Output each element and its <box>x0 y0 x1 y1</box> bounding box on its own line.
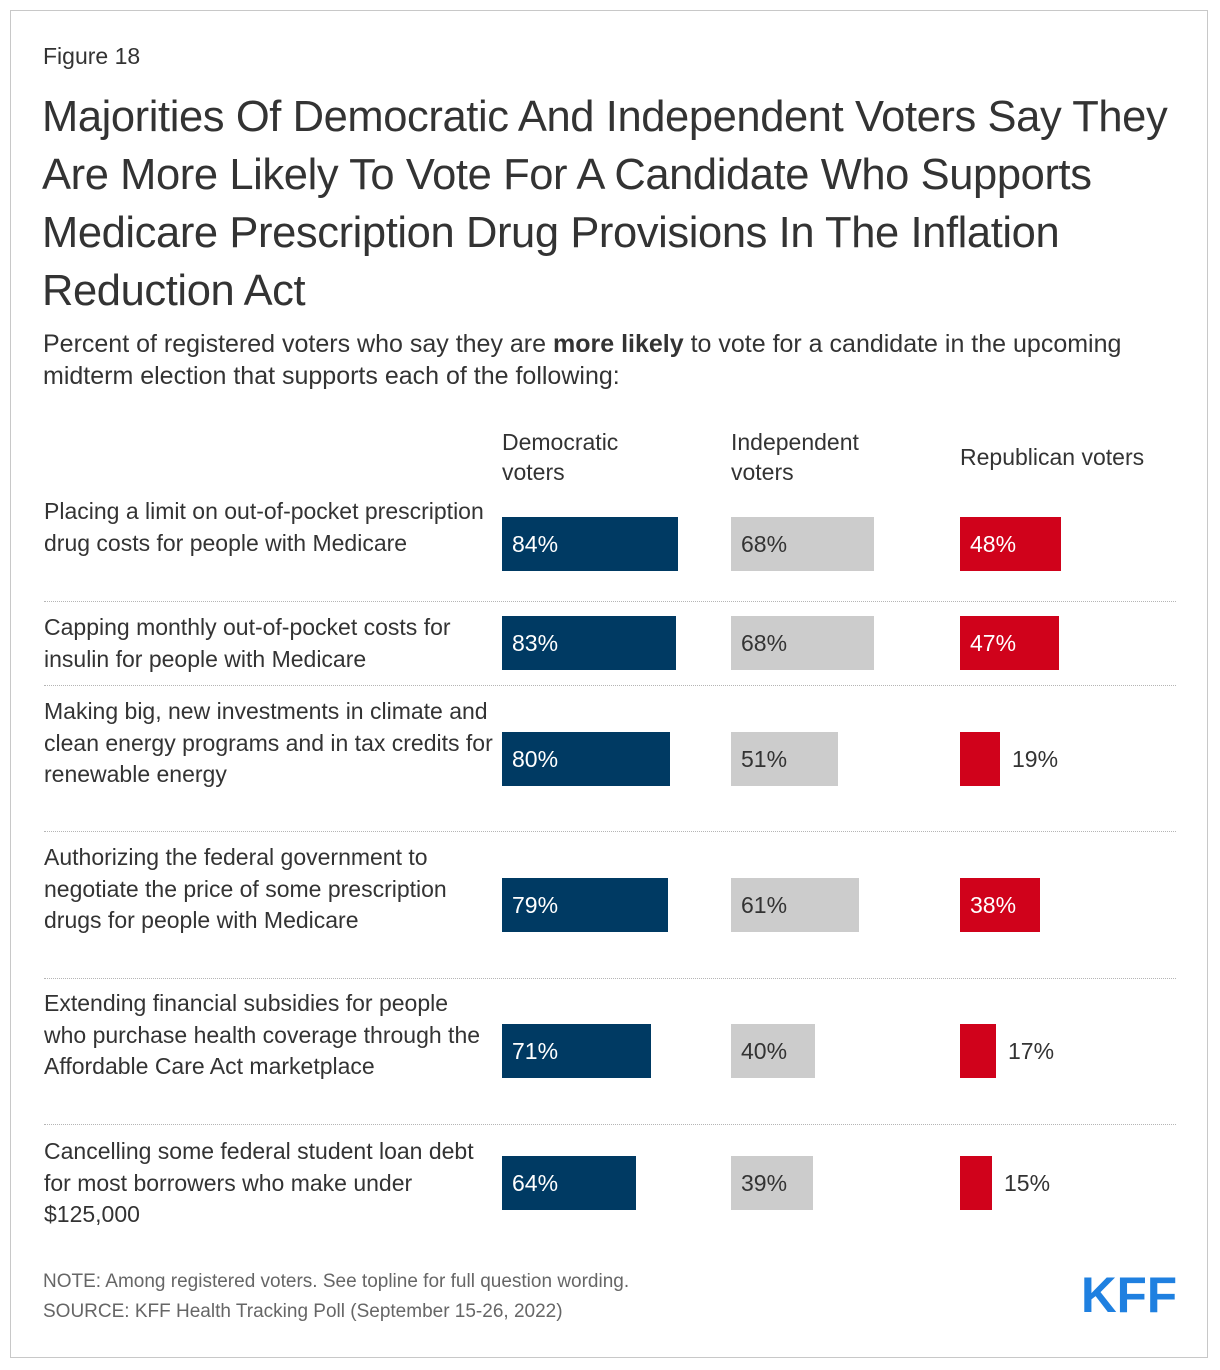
row-divider <box>44 978 1176 979</box>
bar-independent <box>731 878 859 932</box>
data-label-democratic: 79% <box>512 892 559 918</box>
chart-title: Majorities Of Democratic And Independent… <box>42 93 1168 315</box>
chart-subtitle: Percent of registered voters who say the… <box>43 328 1163 392</box>
row-divider <box>44 831 1176 832</box>
subtitle-text-end: to vote for a candidate in the upcoming … <box>43 330 1122 390</box>
data-label-democratic: 84% <box>512 531 559 557</box>
bar-republican <box>960 517 1061 571</box>
bar-democratic <box>502 878 668 932</box>
chart-source: SOURCE: KFF Health Tracking Poll (Septem… <box>43 1301 563 1322</box>
data-label-independent: 68% <box>741 630 788 656</box>
data-label-republican: 19% <box>1012 746 1059 772</box>
figure-frame <box>10 10 1208 1358</box>
bar-democratic <box>502 1024 651 1078</box>
data-label-democratic: 83% <box>512 630 559 656</box>
bar-democratic <box>502 732 670 786</box>
data-label-republican: 47% <box>970 630 1017 656</box>
data-label-independent: 51% <box>741 746 788 772</box>
subtitle-emphasis: more likely <box>552 330 684 358</box>
bar-independent <box>731 1024 815 1078</box>
bar-democratic <box>502 1156 636 1210</box>
bar-republican <box>960 732 1000 786</box>
bar-independent <box>731 732 838 786</box>
category-label: Capping monthly out-of-pocket costs for … <box>44 614 451 672</box>
subtitle-text-start: Percent of registered voters who say the… <box>43 330 553 358</box>
bar-republican <box>960 1024 996 1078</box>
data-label-independent: 61% <box>741 892 788 918</box>
bar-republican <box>960 878 1040 932</box>
chart-note: NOTE: Among registered voters. See topli… <box>43 1271 630 1292</box>
figure-label: Figure 18 <box>43 43 141 69</box>
column-header-independent: Independent voters <box>731 429 859 485</box>
category-label: Cancelling some federal student loan deb… <box>44 1138 474 1227</box>
data-label-republican: 17% <box>1008 1038 1055 1064</box>
row-divider <box>44 1124 1176 1125</box>
data-label-independent: 39% <box>741 1170 788 1196</box>
bar-independent <box>731 517 874 571</box>
bar-democratic <box>502 517 678 571</box>
data-label-republican: 15% <box>1004 1170 1051 1196</box>
row-divider <box>44 685 1176 686</box>
bar-democratic <box>502 616 676 670</box>
bar-independent <box>731 616 874 670</box>
column-header-republican: Republican voters <box>960 444 1145 470</box>
bar-republican <box>960 616 1059 670</box>
data-label-republican: 38% <box>970 892 1017 918</box>
data-label-democratic: 71% <box>512 1038 559 1064</box>
kff-logo: KFF <box>1081 1272 1177 1316</box>
category-label: Extending financial subsidies for people… <box>44 990 481 1079</box>
data-label-democratic: 64% <box>512 1170 559 1196</box>
data-label-democratic: 80% <box>512 746 559 772</box>
data-label-independent: 40% <box>741 1038 788 1064</box>
bar-republican <box>960 1156 992 1210</box>
data-label-independent: 68% <box>741 531 788 557</box>
category-label: Authorizing the federal government to ne… <box>44 844 447 933</box>
column-header-democratic: Democratic voters <box>502 429 619 485</box>
bar-independent <box>731 1156 813 1210</box>
row-divider <box>44 601 1176 602</box>
data-label-republican: 48% <box>970 531 1017 557</box>
kff-logo-text: KFF <box>1081 1272 1177 1316</box>
category-label: Placing a limit on out-of-pocket prescri… <box>44 498 484 556</box>
category-label: Making big, new investments in climate a… <box>44 698 493 787</box>
